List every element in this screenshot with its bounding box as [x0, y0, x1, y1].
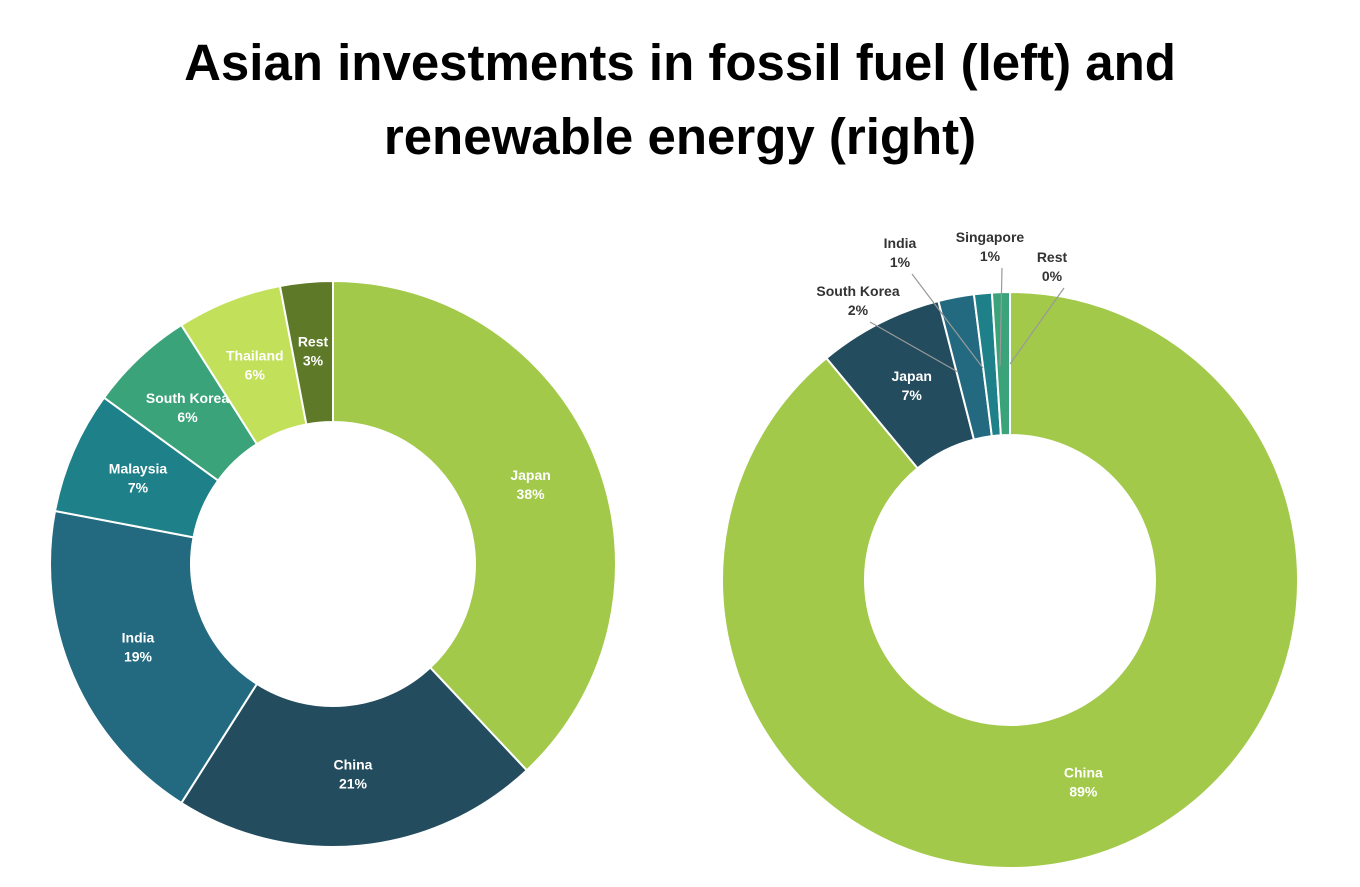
- slice-value: 6%: [177, 409, 198, 425]
- slice-label: South Korea 2%: [816, 283, 899, 318]
- slice-name: Japan: [891, 368, 931, 384]
- slice-label: Singapore 1%: [956, 229, 1025, 264]
- slice-label: Japan 7%: [891, 368, 931, 403]
- slice-value: 38%: [517, 486, 546, 502]
- slice-value: 0%: [1042, 268, 1063, 284]
- slice-name: South Korea: [146, 390, 229, 406]
- slice-value: 2%: [848, 302, 869, 318]
- leader-line: [869, 321, 959, 373]
- slice-label: Rest 3%: [298, 333, 329, 368]
- slice-value: 19%: [124, 648, 153, 664]
- slice: [721, 290, 1299, 869]
- slice: [278, 279, 334, 426]
- slice-label: South Korea 6%: [146, 390, 229, 425]
- chart-title: Asian investments in fossil fuel (left) …: [184, 34, 1176, 165]
- slice-name: Rest: [1037, 249, 1068, 265]
- slice-name: Malaysia: [109, 461, 168, 477]
- leader-line: [911, 273, 984, 369]
- slice-name: Japan: [510, 467, 550, 483]
- slice-value: 1%: [980, 248, 1001, 264]
- slice: [179, 666, 529, 848]
- slice-label: China 21%: [334, 757, 373, 792]
- slice-name: India: [122, 629, 155, 645]
- leader-line: [1009, 287, 1065, 365]
- slice-value: 89%: [1069, 784, 1098, 800]
- slice-name: South Korea: [816, 283, 899, 299]
- slice-label: Japan 38%: [510, 467, 550, 502]
- slice-name: China: [1064, 765, 1103, 781]
- slice-label: Thailand 6%: [226, 347, 284, 382]
- leader-line: [999, 267, 1003, 367]
- slice-name: Thailand: [226, 347, 284, 363]
- slice-value: 1%: [890, 254, 911, 270]
- slice-name: Rest: [298, 333, 329, 349]
- slice: [49, 509, 259, 805]
- slice-label: China 89%: [1064, 765, 1103, 800]
- slice-value: 7%: [128, 480, 149, 496]
- slice-value: 7%: [902, 387, 923, 403]
- slice-name: India: [884, 235, 917, 251]
- slice-name: China: [334, 757, 373, 773]
- slice-name: Singapore: [956, 229, 1025, 245]
- slice-label: Rest 0%: [1037, 249, 1068, 284]
- slice-label: India 19%: [122, 629, 155, 664]
- slice-value: 3%: [303, 352, 324, 368]
- slice-label: Malaysia 7%: [109, 461, 168, 496]
- slice-value: 6%: [245, 366, 266, 382]
- slice: [332, 279, 617, 772]
- slice-label: India 1%: [884, 235, 917, 270]
- slice-value: 21%: [339, 776, 368, 792]
